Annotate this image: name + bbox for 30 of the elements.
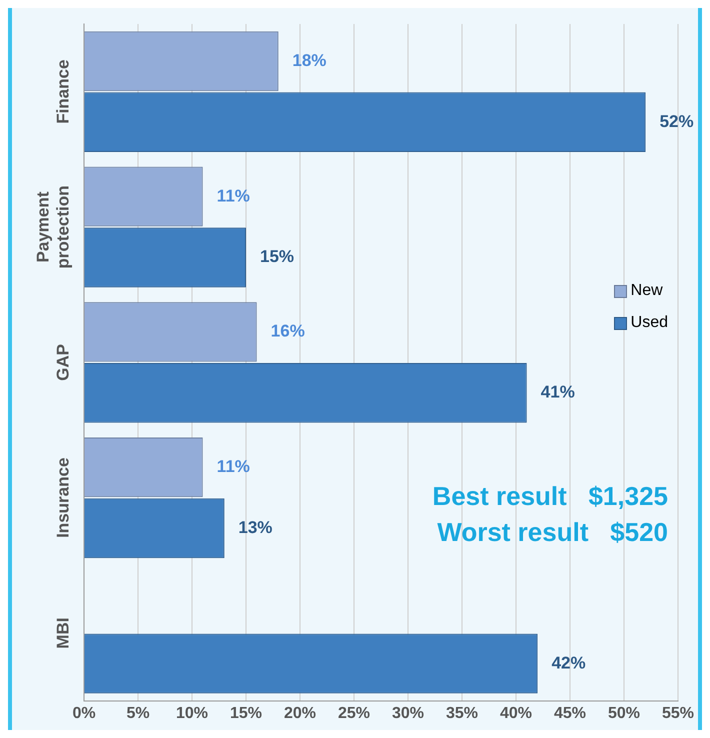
y-tick-label: Finance [54,60,73,124]
data-label: 41% [540,382,575,402]
x-tick-label: 50% [608,704,640,722]
x-tick-label: 5% [126,704,150,722]
annotation: Best result $1,325 [432,480,668,511]
data-label: 16% [270,322,305,341]
x-tick-label: 55% [662,704,694,722]
data-label: 18% [292,50,326,70]
y-tick-label: Payment protection [34,185,73,269]
x-tick-label: 35% [446,704,478,722]
data-label: 42% [552,653,586,672]
y-tick-label: Insurance [54,458,73,538]
x-tick-label: 10% [176,704,208,722]
data-label: 52% [660,112,694,131]
data-label: 11% [216,186,250,206]
x-tick-label: 30% [392,704,424,722]
data-label: 15% [260,247,294,266]
data-label: 13% [238,518,272,537]
x-tick-label: 25% [338,704,370,722]
legend-label: Used [630,314,668,332]
x-tick-label: 15% [230,704,262,722]
data-label: 11% [216,456,250,476]
annotation: Worst result $520 [437,516,668,547]
legend-label: New [630,282,663,300]
x-tick-label: 45% [554,704,586,722]
y-tick-label: GAP [54,344,73,381]
x-tick-label: 40% [500,704,532,722]
y-tick-label: MBI [54,618,73,649]
x-tick-label: 20% [284,704,316,722]
x-tick-label: 0% [72,704,96,722]
